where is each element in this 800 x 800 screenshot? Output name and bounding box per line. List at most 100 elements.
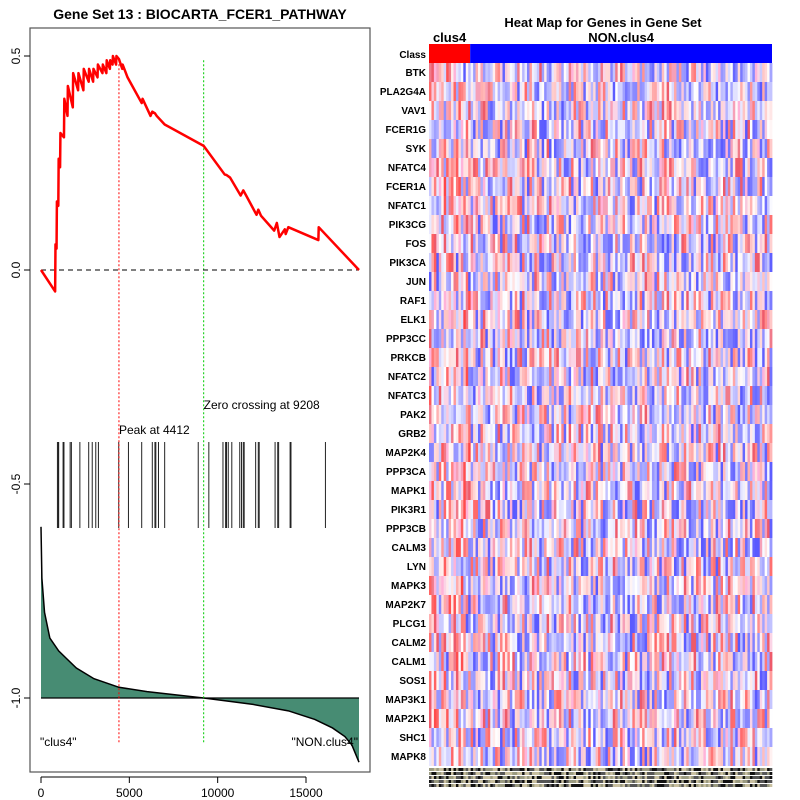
heatmap-cell — [588, 690, 592, 709]
heatmap-cell — [431, 139, 435, 158]
heatmap-cell — [629, 291, 633, 310]
heatmap-cell — [514, 652, 518, 671]
heatmap-cell — [745, 386, 748, 405]
heatmap-cell — [742, 405, 746, 424]
heatmap-cell — [441, 424, 445, 443]
heatmap-cell — [558, 405, 562, 424]
heatmap-cell — [676, 120, 680, 139]
heatmap-cell — [669, 652, 672, 671]
heatmap-cell — [617, 196, 621, 215]
heatmap-cell — [468, 557, 472, 576]
heatmap-cell — [460, 595, 464, 614]
heatmap-cell — [693, 462, 697, 481]
heatmap-cell — [649, 291, 653, 310]
heatmap-cell — [455, 633, 459, 652]
heatmap-cell — [558, 500, 562, 519]
heatmap-cell — [580, 139, 584, 158]
heatmap-cell — [482, 595, 486, 614]
heatmap-cell — [649, 443, 653, 462]
heatmap-cell — [571, 348, 574, 367]
heatmap-cell — [629, 82, 633, 101]
heatmap-cell — [732, 405, 736, 424]
heatmap-cell — [534, 500, 538, 519]
heatmap-cell — [715, 329, 719, 348]
heatmap-cell — [561, 690, 565, 709]
heatmap-cell — [647, 500, 650, 519]
heatmap-cell — [433, 690, 437, 709]
heatmap-cell — [585, 405, 589, 424]
heatmap-cell — [634, 671, 638, 690]
heatmap-cell — [458, 671, 462, 690]
heatmap-cell — [473, 101, 476, 120]
heatmap-cell — [578, 500, 582, 519]
heatmap-cell — [500, 690, 503, 709]
heatmap-cell — [553, 291, 557, 310]
heatmap-cell — [558, 652, 562, 671]
heatmap-cell — [740, 709, 743, 728]
heatmap-cell — [664, 196, 668, 215]
heatmap-cell — [492, 519, 496, 538]
heatmap-cell — [676, 519, 680, 538]
heatmap-cell — [448, 386, 452, 405]
heatmap-cell — [723, 538, 726, 557]
heatmap-cell — [749, 367, 753, 386]
heatmap-cell — [742, 158, 746, 177]
heatmap-cell — [492, 576, 496, 595]
heatmap-cell — [715, 386, 719, 405]
heatmap-cell — [627, 614, 631, 633]
heatmap-cell — [544, 158, 547, 177]
heatmap-cell — [502, 614, 506, 633]
heatmap-cell — [546, 690, 550, 709]
heatmap-cell — [713, 234, 717, 253]
heatmap-cell — [666, 443, 670, 462]
heatmap-cell — [502, 234, 506, 253]
heatmap-cell — [517, 595, 521, 614]
heatmap-cell — [463, 177, 467, 196]
heatmap-cell — [485, 234, 489, 253]
heatmap-cell — [595, 158, 599, 177]
heatmap-cell — [576, 253, 579, 272]
heatmap-cell — [534, 424, 538, 443]
heatmap-cell — [625, 671, 628, 690]
heatmap-cell — [556, 690, 560, 709]
heatmap-cell — [522, 595, 525, 614]
heatmap-cell — [639, 576, 643, 595]
heatmap-cell — [492, 367, 496, 386]
heatmap-cell — [568, 310, 572, 329]
heatmap-cell — [718, 367, 721, 386]
y-axis: 0.50.0-0.5-1.0 — [9, 47, 30, 708]
heatmap-cell — [536, 291, 540, 310]
heatmap-cell — [708, 709, 712, 728]
heatmap-cell — [595, 82, 599, 101]
heatmap-cell — [475, 329, 479, 348]
heatmap-cell — [669, 120, 672, 139]
heatmap-cell — [634, 120, 638, 139]
heatmap-cell — [615, 158, 619, 177]
heatmap-cell — [686, 215, 690, 234]
heatmap-cell — [705, 462, 709, 481]
heatmap-cell — [730, 386, 734, 405]
heatmap-cell — [700, 595, 704, 614]
heatmap-cell — [480, 139, 484, 158]
heatmap-cell — [686, 234, 690, 253]
heatmap-cell — [463, 652, 467, 671]
heatmap-cell — [622, 101, 626, 120]
heatmap-cell — [512, 424, 516, 443]
heatmap-cell — [571, 120, 574, 139]
heatmap-cell — [583, 614, 587, 633]
heatmap-cell — [720, 633, 724, 652]
heatmap-cell — [647, 481, 650, 500]
heatmap-cell — [519, 234, 523, 253]
heatmap-cell — [573, 652, 577, 671]
heatmap-cell — [671, 253, 675, 272]
heatmap-cell — [433, 614, 437, 633]
heatmap-cell — [764, 329, 768, 348]
heatmap-cell — [749, 272, 753, 291]
heatmap-cell — [509, 690, 513, 709]
heatmap-cell — [732, 272, 736, 291]
heatmap-cell — [681, 690, 685, 709]
heatmap-cell — [732, 690, 736, 709]
heatmap-cell — [429, 481, 432, 500]
heatmap-cell — [637, 234, 641, 253]
heatmap-cell — [654, 367, 658, 386]
